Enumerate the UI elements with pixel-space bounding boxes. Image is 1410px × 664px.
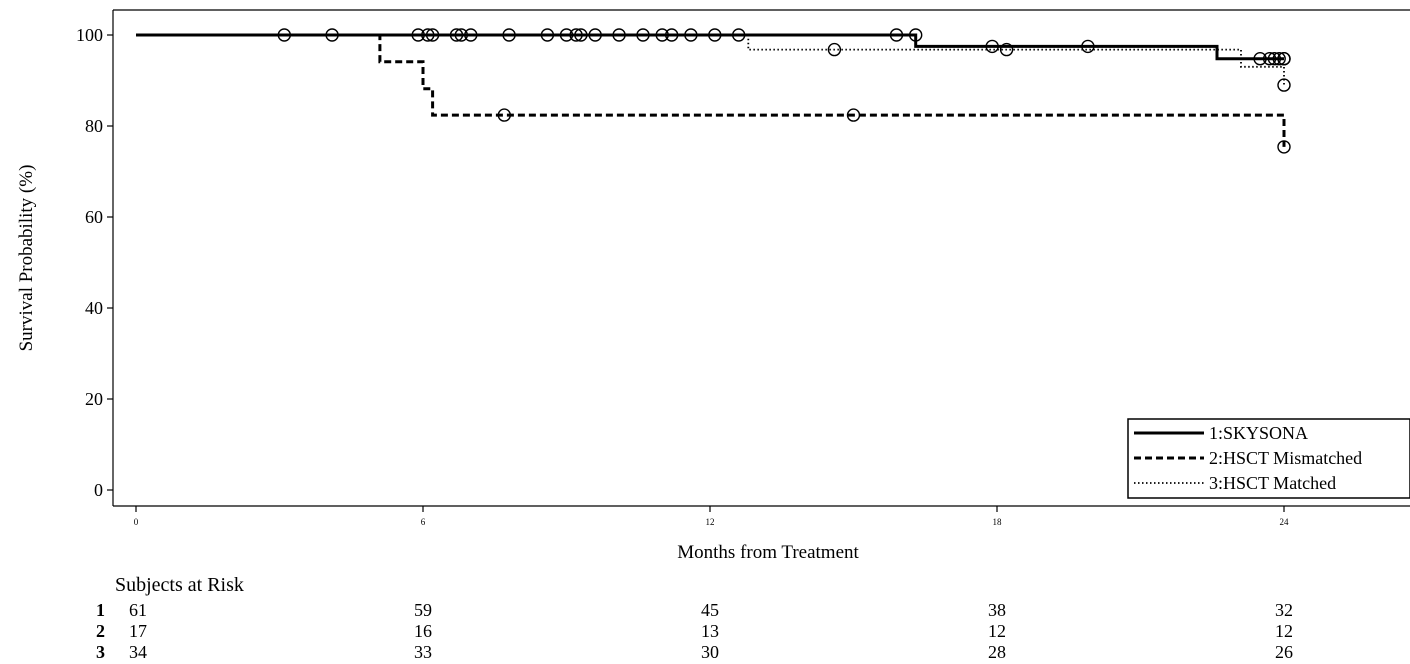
censor-point [574,28,588,42]
legend-label-3: 3:HSCT Matched [1209,473,1336,493]
censor-point [612,28,626,42]
risk-value: 33 [414,642,432,662]
censor-point [655,28,669,42]
x-tick-label: 18 [993,517,1003,527]
censor-markers [277,28,1291,154]
y-tick-label: 60 [85,207,103,227]
censor-point [454,28,468,42]
survival-curves [136,33,1286,147]
x-tick-label: 0 [134,517,139,527]
censor-point [497,108,511,122]
y-axis-label: Survival Probability (%) [16,165,37,352]
risk-value: 38 [988,600,1006,620]
censor-point [1277,52,1291,66]
censor-point [1262,52,1277,66]
censor-point [449,28,464,42]
risk-row-group-label: 2 [96,621,105,641]
x-tick-label: 6 [421,517,426,527]
censor-point [277,28,291,42]
censor-point [999,42,1014,57]
x-tick-label: 24 [1280,517,1290,527]
risk-value: 34 [129,642,147,662]
risk-row-group-label: 3 [96,642,105,662]
risk-value: 12 [1275,621,1293,641]
censor-point [559,28,574,42]
risk-value: 12 [988,621,1006,641]
censor-point [421,28,435,42]
risk-value: 28 [988,642,1006,662]
censor-point [588,28,602,42]
y-tick-label: 0 [94,480,103,500]
legend-label-2: 2:HSCT Mismatched [1209,448,1362,468]
series-line-3 [136,34,1285,86]
risk-value: 30 [701,642,719,662]
censor-point [569,28,583,42]
censor-point [985,39,999,54]
risk-table-title: Subjects at Risk [115,574,244,596]
risk-table: Subjects at Risk 1 61 59 45 38 32 2 17 16 13 12 12 3… [0,574,1410,664]
legend: 1:SKYSONA 2:HSCT Mismatched 3:HSCT Matched [1127,418,1410,499]
censor-point [1081,39,1095,54]
risk-row-group-label: 1 [96,600,105,620]
x-tick-label: 12 [706,517,715,527]
censor-point [684,28,698,42]
survival-chart: 0 20 40 60 80 100 0 6 12 18 24 Months from Treatme… [16,9,1410,563]
y-tick-label: 80 [85,116,103,136]
risk-value: 16 [414,621,432,641]
censor-point [1253,52,1267,66]
risk-value: 59 [414,600,432,620]
censor-point [846,108,861,122]
risk-row-3: 3 34 33 30 28 26 [0,642,1410,662]
series-line-1 [136,33,1284,61]
censor-point [502,28,516,42]
censor-point [909,28,923,42]
risk-value: 13 [701,621,719,641]
risk-value: 32 [1275,600,1293,620]
x-axis-label: Months from Treatment [677,542,859,563]
censor-point [732,28,746,42]
censor-point [1267,52,1282,66]
censor-point [325,28,339,42]
censor-point [464,28,478,42]
chart-axes: 0 20 40 60 80 100 0 6 12 18 24 [76,9,1410,527]
censor-point [636,28,650,42]
censor-point [411,28,425,42]
censor-point [1277,78,1291,92]
censor-point [665,28,679,42]
risk-value: 45 [701,600,719,620]
censor-point [827,42,842,57]
risk-row-2: 2 17 16 13 12 12 [0,621,1410,641]
legend-label-1: 1:SKYSONA [1209,423,1308,443]
censor-point [889,28,904,42]
risk-value: 17 [129,621,147,641]
censor-point [708,28,722,42]
series-line-2 [136,33,1286,147]
censor-point [425,28,440,42]
censor-point [540,28,555,42]
censor-point [1277,140,1291,154]
risk-value: 26 [1275,642,1293,662]
y-tick-label: 100 [76,25,103,45]
risk-row-1: 1 61 59 45 38 32 [0,600,1410,620]
y-tick-label: 20 [85,389,103,409]
y-tick-label: 40 [85,298,103,318]
risk-value: 61 [129,600,147,620]
censor-point [1272,52,1286,66]
